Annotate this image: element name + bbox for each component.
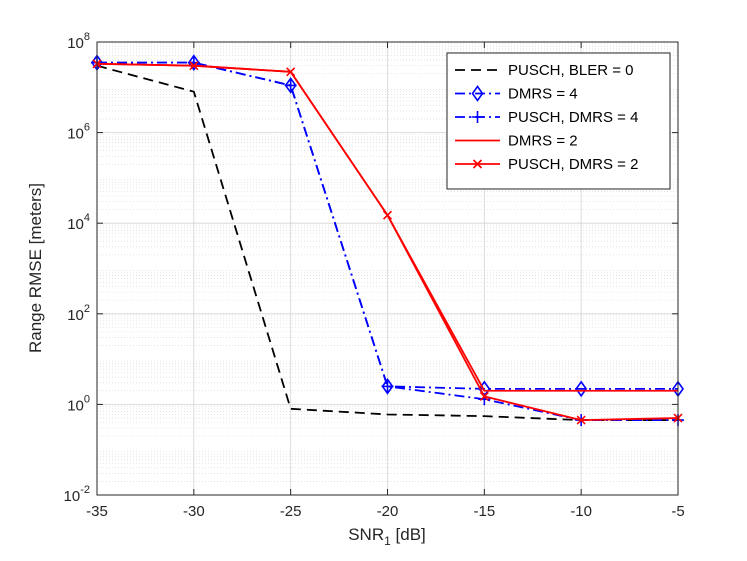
data-point-marker [189, 61, 199, 71]
data-point-marker [381, 380, 394, 393]
series-line [97, 61, 678, 390]
x-tick-label: -15 [473, 503, 495, 520]
legend-marker [472, 159, 483, 169]
data-series [91, 54, 684, 427]
data-point-marker [286, 67, 296, 77]
x-tick-label: -10 [570, 503, 592, 520]
data-point-marker [381, 377, 394, 395]
x-axis-label: SNR1 [dB] [348, 525, 426, 548]
legend-label: PUSCH, DMRS = 2 [508, 156, 638, 173]
x-tick-label: -20 [377, 503, 399, 520]
x-tick-label: -30 [183, 503, 205, 520]
legend-label: PUSCH, DMRS = 4 [508, 109, 638, 126]
y-tick-label: 108 [67, 31, 90, 52]
y-tick-label: 10-2 [64, 484, 90, 505]
x-tick-label: -35 [86, 503, 108, 520]
x-tick-labels: -35 -30 -25 -20 -15 -10 -5 [86, 503, 685, 520]
data-point-marker [284, 77, 297, 94]
y-tick-labels: 10-2 100 102 104 106 108 [64, 31, 90, 505]
axis-ticks [96, 41, 679, 496]
legend-label: PUSCH, BLER = 0 [508, 62, 633, 79]
legend-label: DMRS = 2 [508, 133, 578, 150]
x-tick-label: -25 [280, 503, 302, 520]
y-tick-label: 104 [67, 212, 90, 233]
legend-marker [471, 85, 484, 102]
data-point-marker [382, 210, 393, 220]
legend-box [446, 52, 671, 190]
data-point-marker [187, 54, 200, 72]
legend-label: DMRS = 4 [508, 86, 578, 103]
data-point-marker [575, 380, 588, 398]
data-point-marker [479, 391, 489, 401]
y-axis-label: Range RMSE [meters] [26, 183, 45, 353]
x-tick-label: -5 [671, 503, 684, 520]
y-tick-label: 100 [67, 393, 90, 414]
y-tick-label: 106 [67, 122, 90, 143]
data-point-marker [576, 415, 586, 425]
legend-marker [471, 111, 484, 123]
data-point-marker [284, 79, 297, 92]
y-tick-label: 102 [67, 303, 90, 324]
legend: PUSCH, BLER = 0 DMRS = 4 PUSCH, DMRS = 4 DM… [446, 52, 671, 190]
